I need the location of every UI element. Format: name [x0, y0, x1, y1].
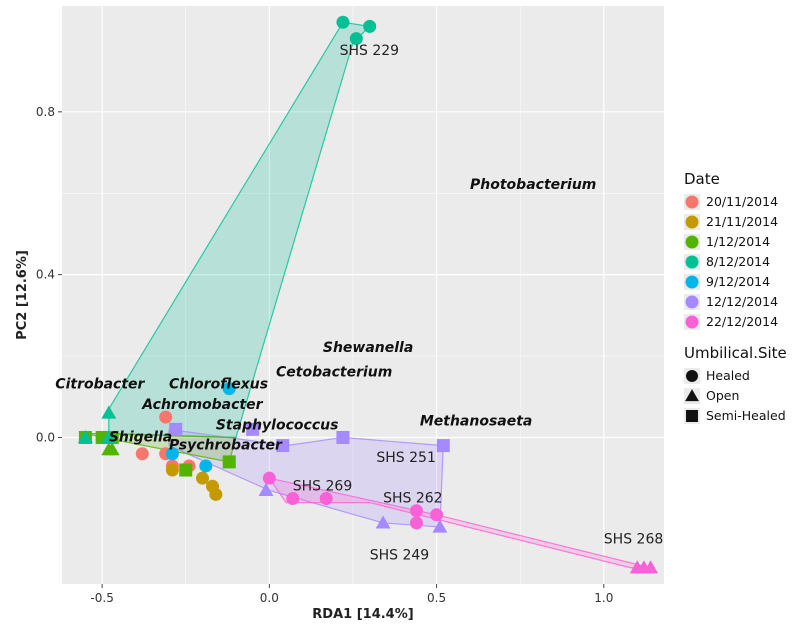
y-tick-label: 0.8	[36, 105, 55, 119]
genus-label: Staphylococcus	[216, 417, 339, 433]
data-point	[101, 405, 117, 419]
y-tick-label: 0.4	[36, 268, 55, 282]
legend-site-label: Semi-Healed	[706, 408, 786, 423]
data-point	[159, 410, 173, 424]
legend-date-key	[685, 215, 699, 229]
legend-date-key	[685, 195, 699, 209]
genus-label: Photobacterium	[470, 177, 596, 193]
x-tick-label: -0.5	[90, 591, 113, 605]
legend-date-key	[685, 255, 699, 269]
legend-date-label: 22/12/2014	[706, 314, 778, 329]
data-point	[101, 442, 117, 456]
legend-site-title: Umbilical.Site	[684, 344, 787, 362]
data-point	[195, 471, 209, 485]
genus-label: Methanosaeta	[420, 413, 533, 429]
data-point	[209, 487, 223, 501]
site-label: SHS 269	[293, 478, 352, 494]
data-point	[410, 516, 424, 530]
y-axis-title: PC2 [12.6%]	[15, 250, 30, 340]
legend-date-key	[685, 235, 699, 249]
data-point	[430, 508, 444, 522]
genus-labels: Photobacterium Shewanella Cetobacterium Met…	[55, 177, 596, 454]
legend-date-label: 12/12/2014	[706, 294, 778, 309]
data-point	[286, 492, 300, 506]
legend-site-key	[685, 389, 699, 402]
site-labels: SHS 229 SHS 251 SHS 269 SHS 262 SHS 249 SHS 2…	[293, 43, 664, 564]
legend-date-title: Date	[684, 170, 720, 188]
plot-panel	[62, 6, 664, 584]
data-point	[262, 471, 276, 485]
legend-date-key	[685, 295, 699, 309]
genus-label: Citrobacter	[55, 377, 145, 393]
legend-site-key	[686, 370, 698, 382]
data-point	[336, 430, 350, 444]
data-point	[276, 439, 290, 453]
data-point	[101, 429, 117, 444]
data-point	[336, 15, 350, 29]
data-point	[258, 482, 274, 496]
data-point	[222, 455, 236, 469]
genus-label: Achromobacter	[141, 397, 263, 413]
genus-label: Chloroflexus	[169, 377, 268, 393]
legend-date: Date 20/11/2014 21/11/2014 1/12/2014 8/12/2…	[684, 170, 778, 330]
genus-label: Shewanella	[323, 340, 413, 356]
data-point	[222, 382, 236, 396]
x-tick-label: 1.0	[594, 591, 613, 605]
x-tick-label: 0.0	[260, 591, 279, 605]
legend-site-key	[686, 410, 698, 422]
x-axis-title: RDA1 [14.4%]	[312, 607, 413, 622]
data-point	[436, 439, 450, 453]
y-tick-label: 0.0	[36, 430, 55, 444]
x-tick-label: 0.5	[427, 591, 446, 605]
data-point	[77, 429, 93, 444]
hulls	[85, 21, 651, 569]
legend-date-label: 1/12/2014	[706, 234, 770, 249]
points	[77, 15, 659, 574]
legend-date-label: 8/12/2014	[706, 254, 770, 269]
legend-date-key	[685, 275, 699, 289]
grid	[62, 6, 664, 584]
data-point	[319, 492, 333, 506]
data-point	[363, 19, 377, 33]
data-point	[349, 32, 363, 46]
data-point	[165, 447, 179, 461]
data-point	[410, 504, 424, 518]
data-point	[643, 560, 659, 574]
data-point	[169, 422, 183, 436]
genus-label: Psychrobacter	[169, 438, 283, 454]
legend-site-label: Healed	[706, 368, 750, 383]
legend-site-label: Open	[706, 388, 739, 403]
site-label: SHS 249	[370, 548, 429, 564]
data-point	[375, 515, 391, 529]
x-axis-ticks: -0.5 0.0 0.5 1.0	[90, 584, 613, 605]
y-axis-ticks: 0.0 0.4 0.8	[36, 105, 62, 444]
genus-label: Cetobacterium	[276, 364, 392, 380]
legend-site: Umbilical.Site Healed Open Semi-Healed	[684, 344, 787, 424]
site-label: SHS 262	[383, 491, 442, 507]
legend-date-label: 20/11/2014	[706, 194, 778, 209]
data-point	[246, 422, 260, 436]
data-point	[432, 519, 448, 533]
legend-date-label: 9/12/2014	[706, 274, 770, 289]
legend-date-key	[685, 315, 699, 329]
site-label: SHS 268	[604, 531, 663, 547]
data-point	[199, 459, 213, 473]
legend-date-label: 21/11/2014	[706, 214, 778, 229]
data-point	[135, 447, 149, 461]
data-point	[165, 463, 179, 477]
data-point	[179, 463, 193, 477]
site-label: SHS 229	[340, 43, 399, 59]
site-label: SHS 251	[376, 450, 435, 466]
genus-label: Shigella	[109, 430, 172, 446]
